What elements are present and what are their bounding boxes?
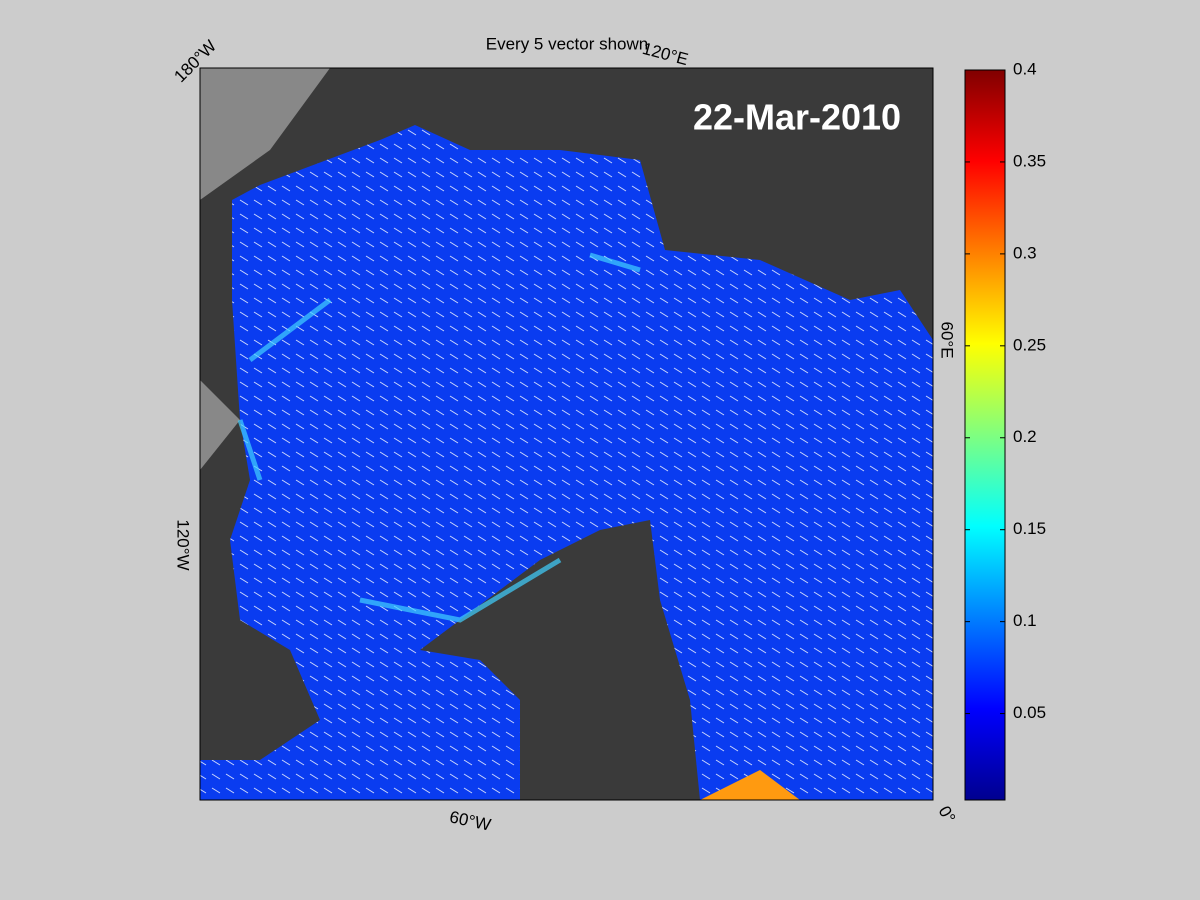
tick-label: 0.2 — [1013, 427, 1037, 446]
tick-label: 0.3 — [1013, 243, 1037, 262]
tick-label: 0.05 — [1013, 703, 1046, 722]
tick-label: 0.4 — [1013, 59, 1037, 78]
tick-label: 0.15 — [1013, 519, 1046, 538]
edge-label: 60°W — [448, 807, 493, 834]
edge-label: 120°W — [174, 519, 193, 570]
tick-label: 0.1 — [1013, 611, 1037, 630]
map-title: Every 5 vector shown — [486, 34, 649, 53]
edge-label: 120°E — [640, 39, 690, 69]
colorbar-scale — [964, 69, 1006, 801]
colorbar: 0.05 0.1 0.15 0.2 0.25 0.3 0.35 0.4 — [964, 59, 1046, 801]
tick-label: 0.25 — [1013, 335, 1046, 354]
edge-label: 0° — [935, 803, 960, 827]
map-area: 22-Mar-2010 — [200, 68, 933, 800]
edge-label: 60°E — [938, 321, 957, 358]
map-frame — [199, 67, 934, 801]
tick-label: 0.35 — [1013, 151, 1046, 170]
date-label: 22-Mar-2010 — [693, 97, 901, 138]
